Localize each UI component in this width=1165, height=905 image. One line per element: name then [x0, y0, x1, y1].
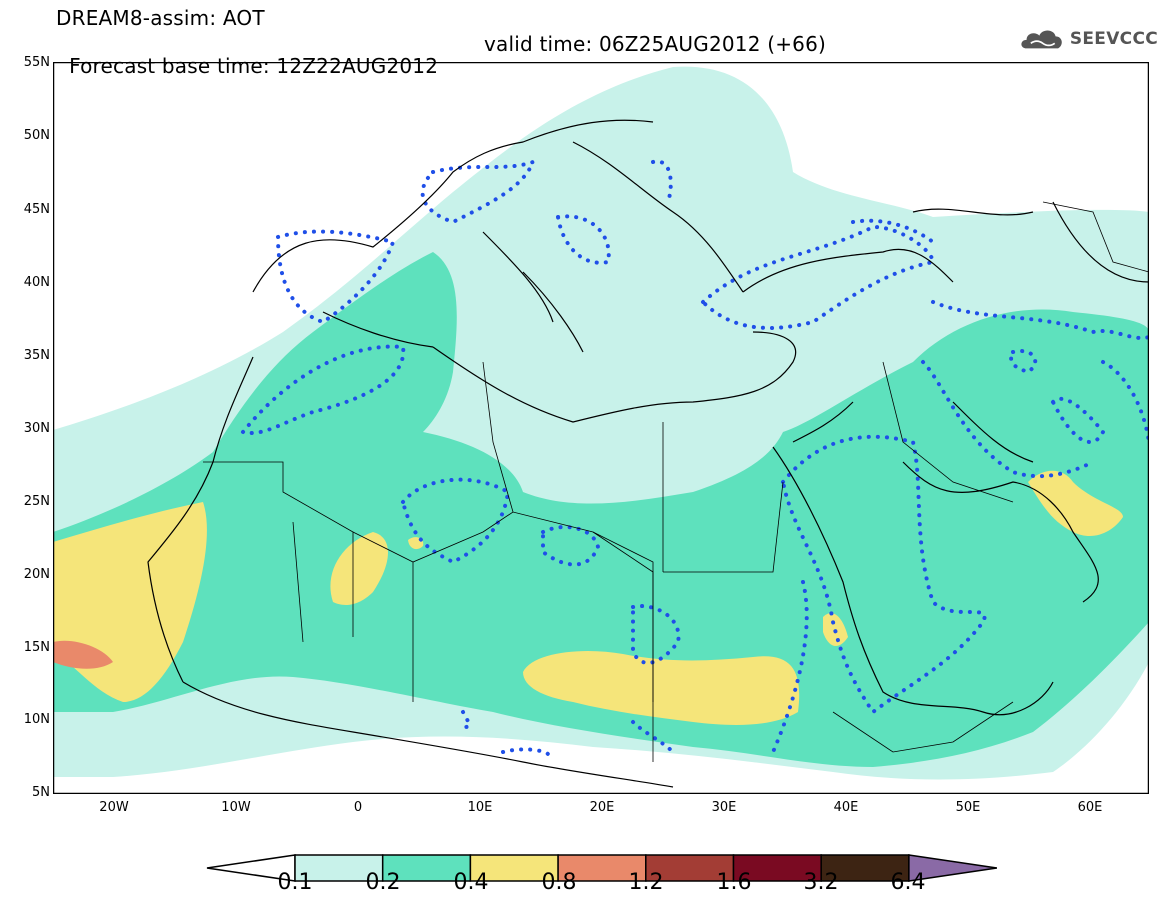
- legend-level: 3.2: [803, 870, 839, 895]
- coastlines: [147, 119, 1149, 788]
- legend-swatch: [469, 854, 559, 882]
- lat-label: 5N: [32, 785, 50, 800]
- cloud-icon: [1021, 30, 1062, 49]
- color-legend: [206, 854, 998, 882]
- lon-label: 20W: [99, 800, 129, 815]
- lat-label: 30N: [23, 421, 50, 436]
- lat-label: 25N: [23, 494, 50, 509]
- aot-field-0.4-0.8: [53, 470, 1123, 725]
- lat-label: 15N: [23, 640, 50, 655]
- legend-swatch: [557, 854, 647, 882]
- lon-label: 0: [353, 800, 363, 815]
- aot-field-0.8-1.2: [53, 640, 113, 669]
- legend-level: 0.2: [365, 870, 401, 895]
- legend-swatch: [294, 854, 384, 882]
- lat-label: 35N: [23, 348, 50, 363]
- valid-time-label: valid time: 06Z25AUG2012 (+66): [484, 32, 827, 56]
- legend-swatch: [645, 854, 735, 882]
- country-borders: [203, 201, 1149, 762]
- lon-label: 30E: [711, 800, 737, 815]
- lon-label: 60E: [1077, 800, 1103, 815]
- lon-label: 20E: [589, 800, 615, 815]
- lon-label: 10E: [467, 800, 493, 815]
- lat-label: 20N: [23, 567, 50, 582]
- logo-text: SEEVCCC: [1069, 29, 1158, 49]
- legend-level: 6.4: [890, 870, 926, 895]
- lon-label: 50E: [955, 800, 981, 815]
- legend-level: 1.2: [628, 870, 664, 895]
- legend-level: 0.1: [277, 870, 313, 895]
- legend-swatch: [381, 854, 472, 882]
- base-time-label: Forecast base time: 12Z22AUG2012: [69, 54, 439, 78]
- legend-level: 0.4: [453, 870, 489, 895]
- aot-field-0.2-0.4: [53, 252, 1149, 767]
- forecast-times: Forecast base time: 12Z22AUG2012 valid ti…: [56, 33, 826, 78]
- map-title: DREAM8-assim: AOT: [56, 6, 265, 30]
- lat-label: 45N: [23, 202, 50, 217]
- lon-label: 10W: [221, 800, 251, 815]
- lat-label: 55N: [23, 55, 50, 70]
- legend-arrow-high: [908, 854, 998, 882]
- lon-label: 40E: [833, 800, 859, 815]
- lat-label: 10N: [23, 712, 50, 727]
- lat-label: 40N: [23, 275, 50, 290]
- legend-level: 0.8: [541, 870, 577, 895]
- legend-swatch: [732, 854, 822, 882]
- aot-map: [53, 62, 1149, 794]
- legend-level: 1.6: [716, 870, 752, 895]
- seevccc-logo: SEEVCCC: [1018, 22, 1158, 56]
- lat-label: 50N: [23, 128, 50, 143]
- legend-swatch: [820, 854, 910, 882]
